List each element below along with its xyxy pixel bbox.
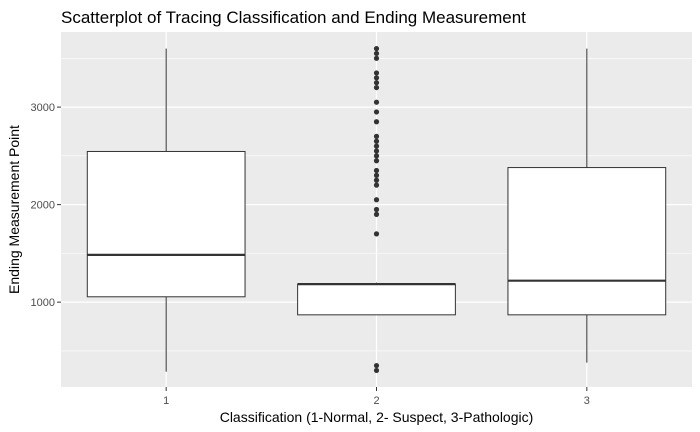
outlier-point [373, 55, 380, 61]
y-tick-label: 1000 [31, 297, 55, 309]
outlier-point [373, 153, 380, 159]
outlier-point [373, 177, 380, 183]
outlier-point [373, 75, 380, 81]
outlier-point [373, 138, 380, 144]
outlier-point [373, 50, 380, 57]
x-axis-title: Classification (1-Normal, 2- Suspect, 3-… [220, 409, 534, 425]
outlier-point [373, 172, 380, 178]
boxes [86, 45, 667, 374]
x-tick-label: 1 [163, 395, 169, 407]
outlier-point [373, 206, 380, 213]
x-tick-label: 2 [373, 395, 379, 407]
outlier-point [373, 362, 380, 369]
outlier-point [373, 367, 380, 374]
box-iqr [507, 167, 667, 316]
outlier-point [373, 143, 380, 149]
box-iqr [86, 150, 246, 298]
y-tick-label: 3000 [31, 102, 55, 114]
outlier-point [373, 119, 380, 125]
outlier-point [373, 99, 380, 105]
outlier-point [373, 84, 380, 91]
axes: 1000 2000 3000 1 2 3 [31, 102, 590, 407]
outlier-point [373, 231, 380, 237]
outlier-point [373, 133, 380, 139]
outlier-point [373, 70, 380, 76]
outlier-point [373, 167, 380, 174]
outlier-point [373, 182, 380, 188]
outlier-point [373, 158, 380, 164]
outlier-point [373, 80, 380, 86]
box-iqr [297, 283, 456, 316]
y-tick-label: 2000 [31, 200, 55, 212]
outlier-point [373, 211, 380, 217]
chart-title: Scatterplot of Tracing Classification an… [61, 8, 526, 27]
box-category-3 [507, 48, 667, 363]
outlier-point [373, 197, 380, 203]
y-axis-title: Ending Measurement Point [6, 125, 22, 294]
box-category-2 [297, 45, 456, 374]
outlier-point [373, 109, 380, 115]
box-category-1 [86, 48, 246, 372]
x-tick-label: 3 [584, 395, 590, 407]
outlier-point [373, 45, 380, 52]
outlier-point [373, 148, 380, 154]
